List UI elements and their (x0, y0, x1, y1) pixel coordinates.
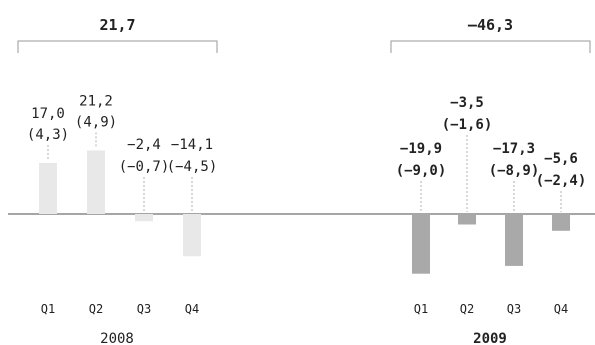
bar-secondary-label: (−9,0) (396, 163, 447, 179)
bar-secondary-label: (−1,6) (442, 117, 493, 133)
bar-value-label: 21,2 (79, 93, 113, 109)
x-tick-label: Q3 (137, 302, 151, 316)
x-tick-label: Q2 (89, 302, 103, 316)
x-tick-label: Q1 (41, 302, 55, 316)
bar (458, 214, 476, 225)
bar (87, 150, 105, 214)
bar (183, 214, 201, 257)
bar-secondary-label: (4,9) (75, 114, 117, 130)
bar (39, 163, 57, 214)
year-label: 2008 (100, 331, 134, 345)
year-total-label: 21,7 (99, 16, 135, 34)
year-total-label: –46,3 (468, 16, 513, 34)
bar (412, 214, 430, 274)
bar-value-label: −19,9 (400, 141, 442, 157)
bar-secondary-label: (−2,4) (536, 173, 587, 189)
bar-value-label: −5,6 (544, 151, 578, 167)
year-total-bracket (17, 40, 218, 53)
x-tick-label: Q4 (185, 302, 199, 316)
bar-value-label: −17,3 (493, 141, 535, 157)
bar-value-label: 17,0 (31, 106, 65, 122)
year-label: 2009 (473, 331, 507, 345)
bar-value-label: −14,1 (171, 137, 213, 153)
bar-secondary-label: (−4,5) (167, 159, 218, 175)
bar-secondary-label: (−8,9) (489, 163, 540, 179)
x-tick-label: Q4 (554, 302, 568, 316)
year-total-bracket (390, 40, 591, 53)
bar-value-label: −3,5 (450, 95, 484, 111)
bar (552, 214, 570, 231)
bar-secondary-label: (4,3) (27, 127, 69, 143)
bar (135, 214, 153, 222)
x-tick-label: Q3 (507, 302, 521, 316)
bar-secondary-label: (−0,7) (119, 159, 170, 175)
bar-value-label: −2,4 (127, 137, 161, 153)
bar (505, 214, 523, 266)
x-tick-label: Q1 (414, 302, 428, 316)
x-tick-label: Q2 (460, 302, 474, 316)
